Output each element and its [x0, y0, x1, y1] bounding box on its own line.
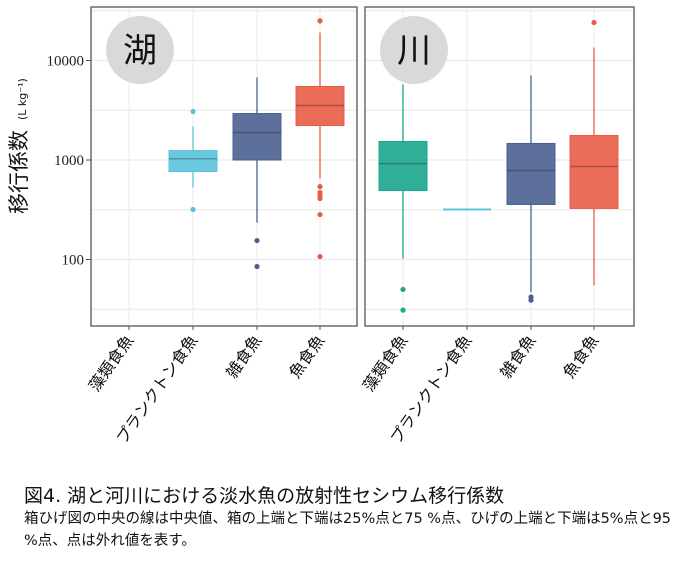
- outlier-point: [190, 108, 196, 115]
- box-iqr: [232, 113, 282, 161]
- outlier-point: [317, 253, 323, 260]
- x-tick-label: 雑食魚: [222, 331, 265, 381]
- box-iqr: [378, 140, 428, 192]
- figure-caption: 図4. 湖と河川における淡水魚の放射性セシウム移行係数 箱ひげ図の中央の線は中央…: [24, 484, 674, 552]
- box-1: [168, 108, 218, 213]
- x-tick-label: 藻類食魚: [359, 331, 411, 394]
- outlier-point: [528, 297, 534, 303]
- outlier-point: [317, 195, 323, 202]
- outlier-point: [254, 263, 260, 270]
- y-axis-label: 移行係数: [7, 130, 31, 214]
- panel-label: 川: [397, 31, 431, 71]
- outlier-point: [254, 237, 260, 244]
- panel-border: [364, 6, 635, 327]
- outlier-point: [317, 211, 323, 218]
- x-tick-label: 魚食魚: [559, 331, 602, 381]
- box-iqr: [168, 150, 218, 173]
- caption-title: 図4. 湖と河川における淡水魚の放射性セシウム移行係数: [24, 485, 505, 507]
- y-tick-label: 100: [62, 253, 85, 269]
- panel-label-badge: [380, 16, 448, 84]
- box-3: [569, 19, 619, 286]
- box-plot-chart: 移行係数 (L kg⁻¹) 100100010000 湖藻類食魚プランクトン食魚雑…: [7, 6, 635, 447]
- panel-label-badge: [106, 16, 174, 84]
- box-0: [378, 84, 428, 313]
- y-tick-label: 1000: [54, 153, 84, 169]
- y-axis-unit: (L kg⁻¹): [16, 78, 29, 120]
- outlier-point: [400, 307, 406, 313]
- outlier-point: [317, 184, 323, 190]
- box-2: [232, 77, 282, 270]
- box-2: [506, 75, 556, 303]
- box-iqr: [569, 134, 619, 209]
- panel-border: [90, 6, 358, 327]
- box-iqr: [506, 142, 556, 206]
- outlier-point: [190, 206, 196, 213]
- x-tick-label: 魚食魚: [285, 331, 328, 381]
- x-tick-label: 雑食魚: [496, 331, 539, 381]
- outlier-point: [591, 19, 597, 26]
- box-iqr: [295, 85, 345, 127]
- y-tick-label: 10000: [47, 54, 85, 70]
- panel-label: 湖: [123, 31, 157, 71]
- x-tick-label: 藻類食魚: [85, 331, 137, 394]
- caption-body: 箱ひげ図の中央の線は中央値、箱の上端と下端は25%点と75 %点、ひげの上端と下…: [24, 511, 672, 549]
- box-3: [295, 18, 345, 260]
- outlier-point: [317, 18, 323, 24]
- y-axis: 移行係数 (L kg⁻¹): [7, 78, 31, 214]
- outlier-point: [400, 286, 406, 293]
